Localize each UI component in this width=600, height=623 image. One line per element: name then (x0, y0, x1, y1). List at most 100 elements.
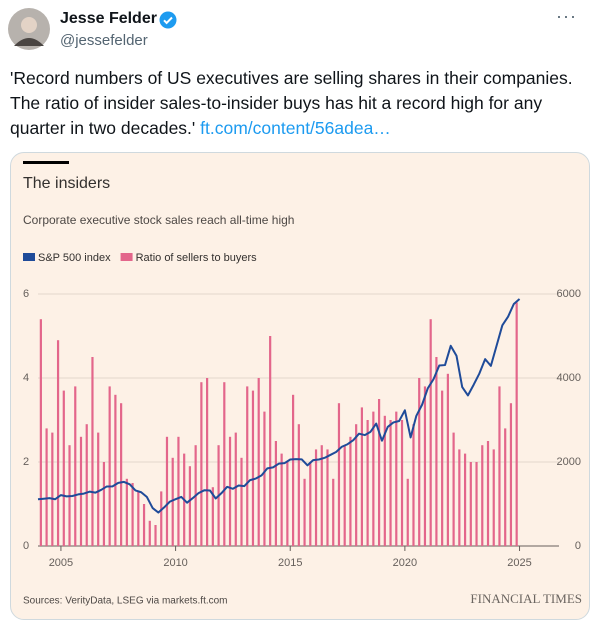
bar (228, 436, 232, 546)
bar (114, 394, 117, 546)
bar (211, 487, 214, 546)
bar (435, 357, 438, 546)
x-tick-label: 2020 (393, 557, 417, 569)
tweet-text: 'Record numbers of US executives are sel… (10, 66, 590, 141)
bar (51, 432, 54, 546)
y-tick-label: 0 (23, 540, 29, 552)
bar (463, 453, 467, 546)
bar (423, 386, 427, 546)
x-tick-label: 2025 (507, 557, 531, 569)
link[interactable]: ft.com/content/56adea… (200, 118, 391, 138)
bar (314, 449, 318, 546)
author-handle[interactable]: @jessefelder (60, 32, 148, 49)
bar (263, 411, 266, 546)
bar (297, 424, 300, 546)
x-tick-label: 2005 (49, 557, 73, 569)
y-tick-label: 4 (23, 372, 29, 384)
bar (309, 462, 312, 546)
chart-subtitle: Corporate executive stock sales reach al… (23, 213, 294, 227)
y2-tick-label: 4000 (557, 372, 581, 384)
chart-title: The insiders (23, 175, 110, 192)
bar (79, 436, 83, 546)
y-tick-label: 2 (23, 456, 29, 468)
verified-badge (159, 11, 177, 29)
y2-tick-label: 0 (575, 540, 581, 552)
bar (481, 445, 484, 546)
bar (223, 382, 226, 546)
bar (257, 378, 260, 546)
bar (372, 411, 375, 546)
chart: The insiders Corporate executive stock s… (23, 161, 582, 607)
bar (383, 415, 386, 546)
bar (349, 436, 352, 546)
bar (429, 319, 432, 546)
source: Sources: VerityData, LSEG via markets.ft… (23, 596, 228, 607)
y-tick-label: 6 (23, 288, 29, 300)
brand: FINANCIAL TIMES (470, 591, 582, 606)
bar (400, 420, 404, 546)
bar (246, 386, 249, 546)
bar (234, 432, 237, 546)
more-menu[interactable]: ··· (556, 6, 577, 26)
bar (154, 525, 157, 546)
bar (366, 420, 369, 546)
bar (291, 394, 295, 546)
bar (274, 441, 278, 546)
bar (286, 462, 289, 546)
legend-label: Ratio of sellers to buyers (136, 252, 258, 264)
bar (343, 445, 346, 546)
bar (469, 462, 472, 546)
bar (206, 378, 209, 546)
bar (62, 390, 65, 546)
bar (412, 424, 415, 546)
bar (498, 386, 501, 546)
bar (165, 436, 169, 546)
bar (85, 424, 88, 546)
author-name[interactable]: Jesse Felder (60, 10, 157, 27)
bar (171, 457, 174, 546)
bar (320, 445, 323, 546)
x-tick-label: 2010 (163, 557, 187, 569)
bar (240, 457, 243, 546)
chart-card[interactable]: The insiders Corporate executive stock s… (10, 152, 590, 620)
bar (188, 466, 192, 546)
bar (303, 478, 306, 546)
bar (326, 449, 329, 546)
bar (131, 483, 134, 546)
bar (200, 382, 203, 546)
bar (418, 378, 421, 546)
bar (56, 340, 60, 546)
bar (120, 403, 123, 546)
y2-tick-label: 2000 (557, 456, 581, 468)
bar (91, 357, 94, 546)
bar (389, 420, 392, 546)
legend-label: S&P 500 index (38, 252, 111, 264)
bar (515, 302, 518, 546)
bar (148, 520, 151, 546)
bar (452, 432, 455, 546)
line (37, 298, 521, 514)
bar (39, 319, 42, 546)
bar (332, 478, 335, 546)
bar (251, 390, 255, 546)
bar (441, 390, 444, 546)
bar (280, 453, 283, 546)
header-bar (23, 161, 69, 164)
bar (142, 504, 146, 546)
tweet-body: 'Record numbers of US executives are sel… (10, 68, 573, 138)
bar (355, 424, 358, 546)
avatar[interactable] (8, 8, 50, 50)
bar (486, 441, 490, 546)
bar (360, 407, 363, 546)
bar (406, 478, 409, 546)
bar (97, 432, 100, 546)
bar (102, 462, 106, 546)
bar (509, 403, 513, 546)
bar (160, 491, 163, 546)
legend-swatch (120, 253, 133, 261)
x-tick-label: 2015 (278, 557, 302, 569)
y2-tick-label: 6000 (557, 288, 581, 300)
bar (446, 373, 449, 546)
bar (108, 386, 111, 546)
